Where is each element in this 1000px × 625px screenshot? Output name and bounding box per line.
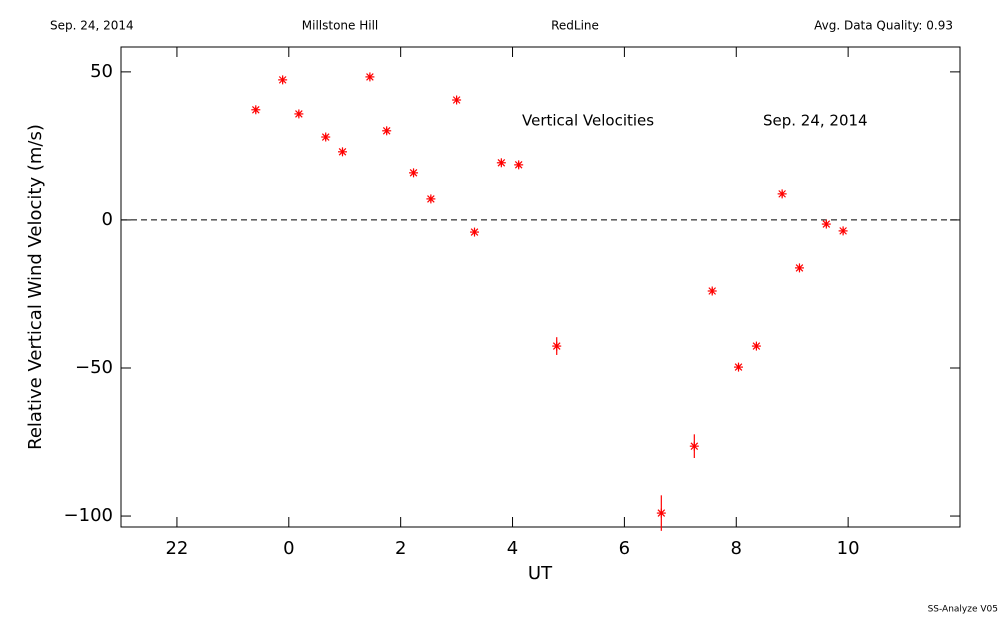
x-tick-label: 10 [837, 538, 860, 559]
annotation: Sep. 24, 2014 [763, 112, 868, 130]
y-axis-label: Relative Vertical Wind Velocity (m/s) [25, 124, 46, 450]
x-tick-label: 22 [165, 538, 188, 559]
header-filter: RedLine [551, 19, 599, 33]
header-site: Millstone Hill [302, 19, 378, 33]
x-axis-label: UT [528, 563, 553, 584]
x-tick-label: 8 [731, 538, 742, 559]
x-tick-label: 4 [507, 538, 518, 559]
plot-frame [120, 46, 961, 528]
header-date: Sep. 24, 2014 [50, 19, 134, 33]
y-tick-label: −100 [64, 505, 113, 526]
x-tick-label: 2 [395, 538, 406, 559]
header-quality: Avg. Data Quality: 0.93 [814, 19, 953, 33]
footer: SS-Analyze V05 [928, 605, 998, 615]
y-tick-label: −50 [75, 357, 113, 378]
x-tick-label: 0 [283, 538, 294, 559]
x-tick-label: 6 [619, 538, 630, 559]
y-tick-label: 0 [102, 209, 113, 230]
y-tick-label: 50 [90, 61, 113, 82]
annotation: Vertical Velocities [522, 112, 654, 130]
